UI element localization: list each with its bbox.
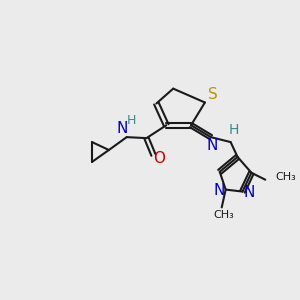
Text: S: S [208, 87, 218, 102]
Text: N: N [206, 138, 218, 153]
Text: H: H [127, 114, 136, 127]
Text: N: N [213, 183, 224, 198]
Text: N: N [116, 121, 128, 136]
Text: H: H [228, 123, 239, 137]
Text: CH₃: CH₃ [275, 172, 296, 182]
Text: CH₃: CH₃ [213, 210, 234, 220]
Text: O: O [153, 152, 165, 166]
Text: N: N [244, 185, 255, 200]
